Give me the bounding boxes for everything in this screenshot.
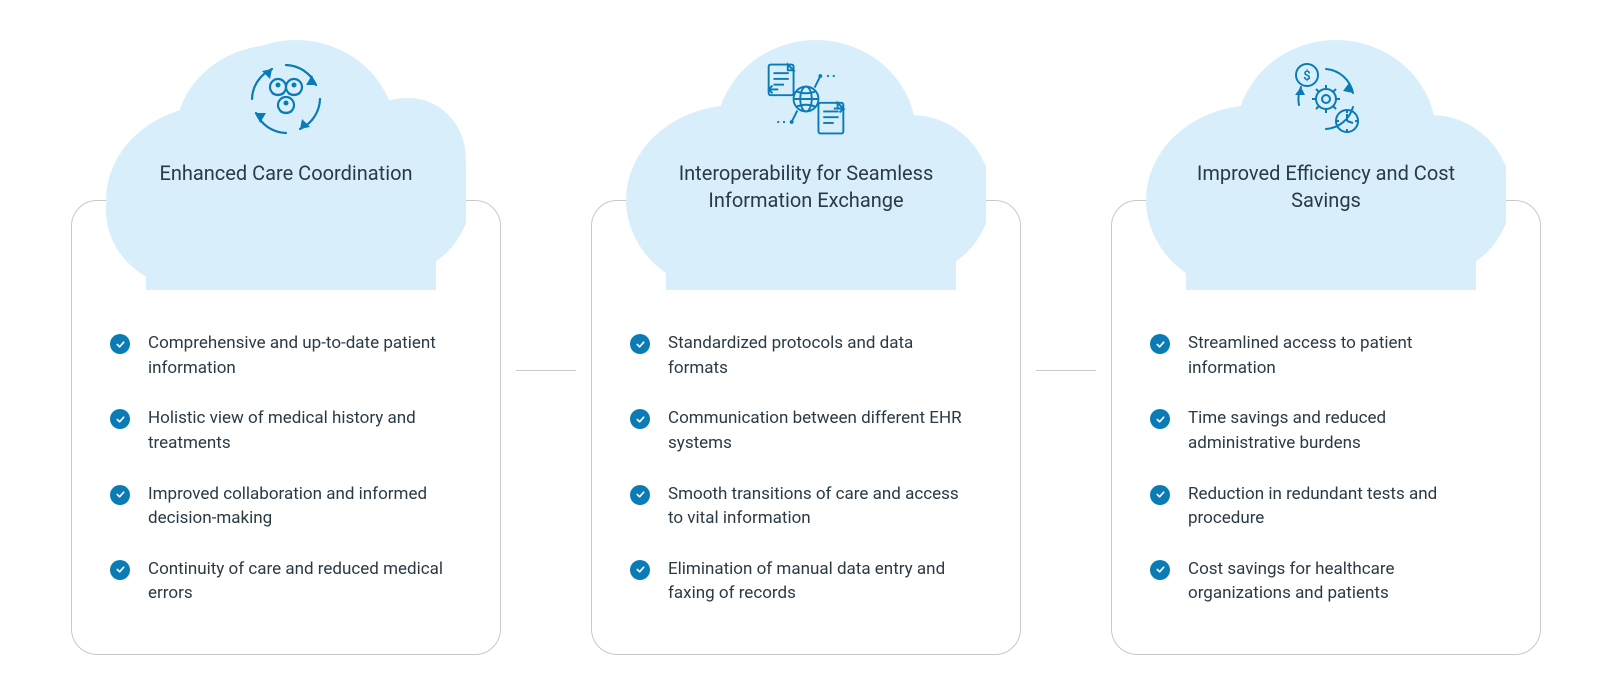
list-item: Holistic view of medical history and tre… [110,406,462,455]
bullet-list: Comprehensive and up-to-date patient inf… [110,331,462,606]
list-item: Reduction in redundant tests and procedu… [1150,482,1502,531]
list-item: Standardized protocols and data formats [630,331,982,380]
bullet-text: Comprehensive and up-to-date patient inf… [148,331,448,380]
svg-text:$: $ [1303,69,1310,84]
check-icon [1150,485,1170,505]
check-icon [110,485,130,505]
check-icon [1150,560,1170,580]
cloud-header: Interoperability for Seamless Informatio… [626,30,986,290]
list-item: Cost savings for healthcare organization… [1150,557,1502,606]
bullet-text: Communication between different EHR syst… [668,406,968,455]
card-title: Interoperability for Seamless Informatio… [656,160,956,214]
bullet-text: Continuity of care and reduced medical e… [148,557,448,606]
card-title: Enhanced Care Coordination [159,160,412,187]
bullet-text: Smooth transitions of care and access to… [668,482,968,531]
card-title: Improved Efficiency and Cost Savings [1176,160,1476,214]
check-icon [630,485,650,505]
check-icon [630,560,650,580]
bullet-text: Improved collaboration and informed deci… [148,482,448,531]
bullet-text: Standardized protocols and data formats [668,331,968,380]
list-item: Time savings and reduced administrative … [1150,406,1502,455]
check-icon [110,334,130,354]
bullet-list: Streamlined access to patient informatio… [1150,331,1502,606]
list-item: Continuity of care and reduced medical e… [110,557,462,606]
data-exchange-icon [761,54,851,144]
check-icon [630,409,650,429]
infographic-container: Enhanced Care Coordination Comprehensive… [0,0,1612,655]
check-icon [1150,334,1170,354]
card-efficiency: $ [1096,30,1556,655]
check-icon [110,409,130,429]
list-item: Communication between different EHR syst… [630,406,982,455]
bullet-text: Streamlined access to patient informatio… [1188,331,1488,380]
list-item: Comprehensive and up-to-date patient inf… [110,331,462,380]
list-item: Streamlined access to patient informatio… [1150,331,1502,380]
check-icon [110,560,130,580]
bullet-list: Standardized protocols and data formats … [630,331,982,606]
connector-line [516,370,576,371]
list-item: Smooth transitions of care and access to… [630,482,982,531]
card-interoperability: Interoperability for Seamless Informatio… [576,30,1036,655]
people-cycle-icon [241,54,331,144]
bullet-text: Reduction in redundant tests and procedu… [1188,482,1488,531]
check-icon [630,334,650,354]
list-item: Elimination of manual data entry and fax… [630,557,982,606]
cloud-header: Enhanced Care Coordination [106,30,466,290]
list-item: Improved collaboration and informed deci… [110,482,462,531]
connector-line [1036,370,1096,371]
bullet-text: Elimination of manual data entry and fax… [668,557,968,606]
check-icon [1150,409,1170,429]
bullet-text: Time savings and reduced administrative … [1188,406,1488,455]
cloud-header: $ [1146,30,1506,290]
cost-efficiency-icon: $ [1281,54,1371,144]
bullet-text: Cost savings for healthcare organization… [1188,557,1488,606]
card-enhanced-care: Enhanced Care Coordination Comprehensive… [56,30,516,655]
bullet-text: Holistic view of medical history and tre… [148,406,448,455]
